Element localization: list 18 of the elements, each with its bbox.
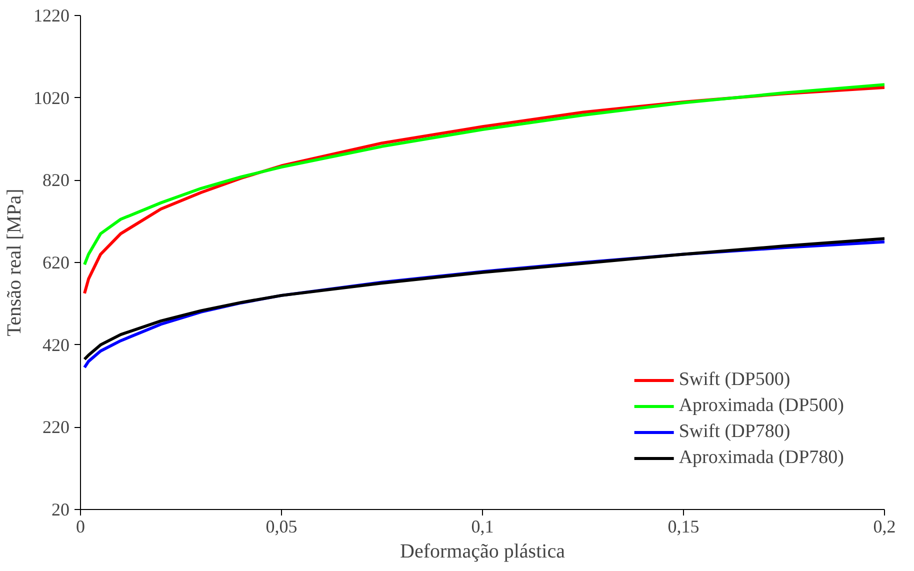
y-tick-label: 220 <box>42 417 70 438</box>
x-tick-label: 0,1 <box>471 516 494 536</box>
legend-label: Swift (DP780) <box>678 421 790 443</box>
y-tick-label: 1220 <box>34 6 70 26</box>
x-tick-label: 0,05 <box>266 516 298 536</box>
x-tick-label: 0 <box>76 516 85 536</box>
x-tick-label: 0,2 <box>873 516 896 536</box>
y-tick-label: 820 <box>42 170 70 190</box>
y-tick-label: 420 <box>42 334 70 355</box>
x-axis-title: Deformação plástica <box>400 540 566 562</box>
y-tick-label: 1020 <box>34 88 70 108</box>
y-axis-title: Tensão real [MPa] <box>4 188 26 336</box>
y-tick-label: 20 <box>52 500 70 520</box>
legend-label: Swift (DP500) <box>678 369 790 391</box>
legend-label: Aproximada (DP780) <box>678 447 844 469</box>
legend-label: Aproximada (DP500) <box>678 395 844 417</box>
y-tick-label: 620 <box>42 252 70 272</box>
x-tick-label: 0,15 <box>668 516 700 536</box>
